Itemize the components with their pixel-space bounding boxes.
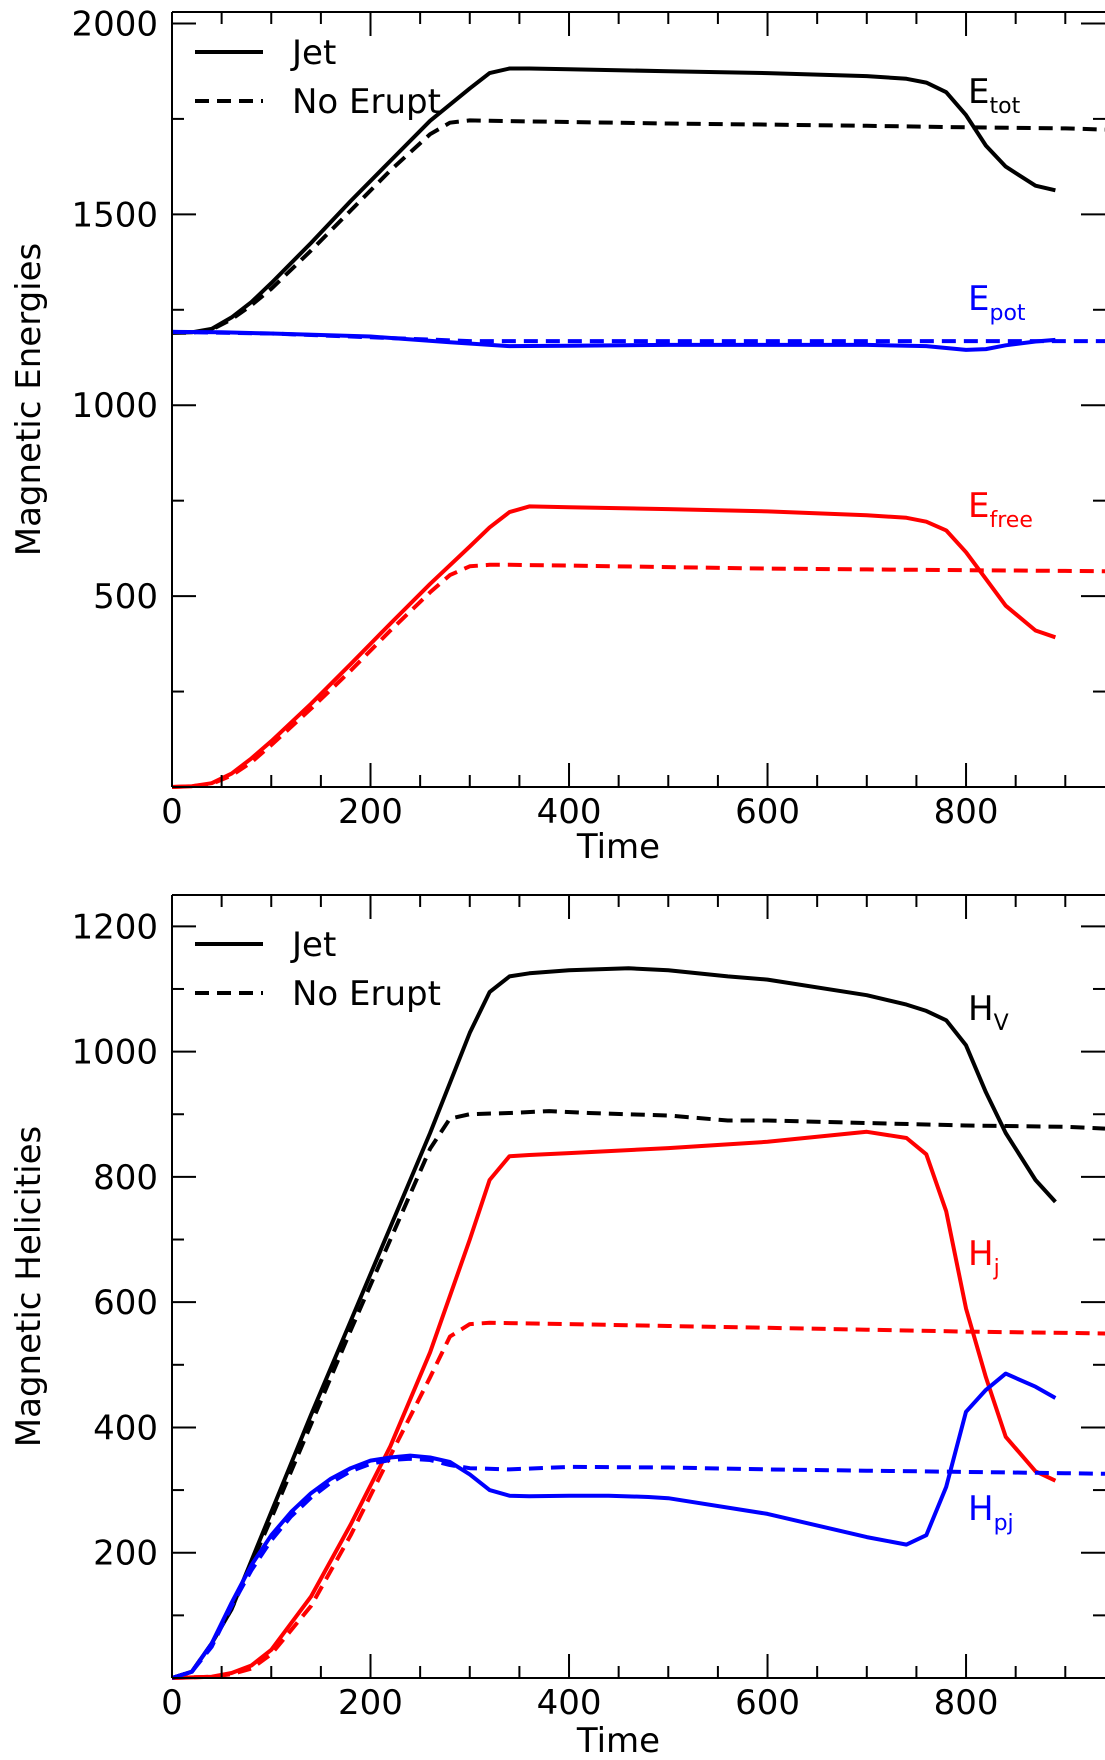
series-line-hpj-no-erupt xyxy=(171,1456,1105,1680)
x-tick-label: 600 xyxy=(735,1683,800,1723)
y-tick-label: 200 xyxy=(93,1534,158,1574)
x-tick-label: 600 xyxy=(735,792,800,832)
curve-label-h-j: Hj xyxy=(968,1234,1000,1281)
y-tick-label: 1000 xyxy=(71,386,158,426)
x-tick-label: 800 xyxy=(934,1683,999,1723)
legend-label: Jet xyxy=(290,925,336,965)
y-axis-label: Magnetic Helicities xyxy=(9,1126,49,1447)
curve-label-e-pot: Epot xyxy=(968,279,1026,326)
legend-label: No Erupt xyxy=(292,82,441,122)
series-line-efree-no-erupt xyxy=(171,562,1105,789)
x-tick-label: 400 xyxy=(537,1683,602,1723)
chart-panel-2: 0 200 400 600 800 200 400 600 800 1000 1200 Time Mag… xyxy=(9,894,1105,1760)
y-axis-label: Magnetic Energies xyxy=(9,243,49,557)
series-line-etot-jet xyxy=(171,66,1056,335)
curve-label-e-free: Efree xyxy=(968,486,1033,533)
series-line-hj-no-erupt xyxy=(171,1320,1105,1680)
x-tick-label: 200 xyxy=(338,1683,403,1723)
curve-label-h-v: HV xyxy=(968,989,1009,1036)
legend-label: Jet xyxy=(290,33,336,73)
x-axis-label: Time xyxy=(576,827,660,867)
series-line-hj-jet xyxy=(171,1129,1057,1680)
x-tick-label: 800 xyxy=(934,792,999,832)
y-tick-label: 500 xyxy=(93,577,158,617)
series-line-etot-no-erupt xyxy=(172,118,1105,335)
series-line-hv-jet xyxy=(171,966,1057,1680)
x-axis-label: Time xyxy=(576,1721,660,1760)
x-tick-label: 200 xyxy=(338,792,403,832)
series-line-hpj-jet xyxy=(171,1371,1057,1680)
y-tick-label: 800 xyxy=(93,1158,158,1198)
y-tick-label: 1200 xyxy=(71,907,158,947)
series-line-hv-no-erupt xyxy=(171,1109,1105,1680)
x-tick-label: 0 xyxy=(161,1683,183,1723)
y-tick-label: 600 xyxy=(93,1283,158,1323)
legend-label: No Erupt xyxy=(292,974,441,1014)
x-tick-label: 400 xyxy=(537,792,602,832)
series-line-epot-no-erupt xyxy=(171,329,1105,344)
y-tick-label: 1000 xyxy=(71,1033,158,1073)
y-tick-label: 2000 xyxy=(71,4,158,44)
chart-panel-1: 0 200 400 600 800 500 1000 1500 2000 Time Magnetic… xyxy=(9,4,1105,867)
curve-label-e-tot: Etot xyxy=(968,72,1021,119)
y-tick-label: 400 xyxy=(93,1408,158,1448)
curve-label-h-pj: Hpj xyxy=(968,1489,1014,1536)
y-tick-label: 1500 xyxy=(71,195,158,235)
x-tick-label: 0 xyxy=(161,792,183,832)
series-line-efree-jet xyxy=(171,504,1057,789)
